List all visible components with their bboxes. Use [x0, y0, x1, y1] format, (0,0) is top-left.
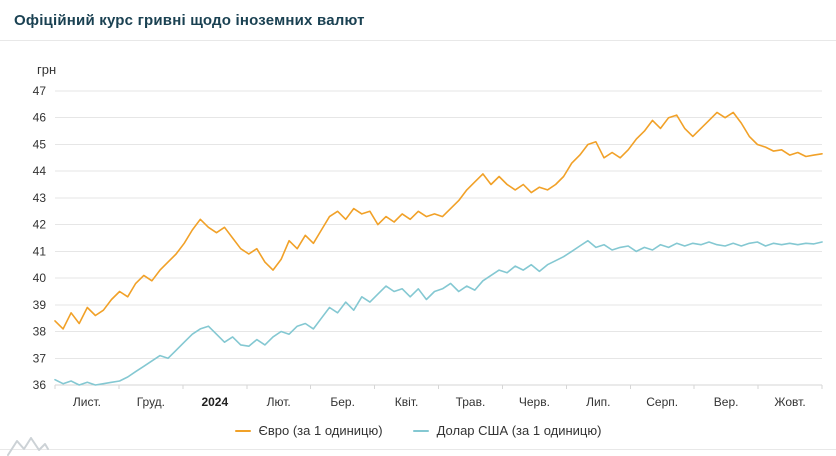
site-logo-icon [7, 437, 49, 456]
divider [0, 449, 836, 450]
x-axis-label: Серп. [646, 395, 678, 409]
x-axis-label: Лют. [267, 395, 291, 409]
y-axis-tick-label: 44 [33, 164, 47, 178]
legend-label-usd: Долар США (за 1 одиницю) [436, 423, 602, 438]
y-axis-tick-label: 42 [33, 218, 47, 232]
x-axis-label: Черв. [519, 395, 550, 409]
x-axis-label: Бер. [330, 395, 355, 409]
euro-series-line [54, 111, 823, 330]
legend-label-euro: Євро (за 1 одиницю) [258, 423, 383, 438]
x-axis-label: Жовт. [774, 395, 805, 409]
x-axis-label: Трав. [456, 395, 486, 409]
usd-line-swatch [412, 429, 429, 432]
y-axis-tick-label: 47 [33, 84, 47, 98]
x-axis-label: Лист. [73, 395, 101, 409]
y-axis-tick-label: 45 [33, 137, 47, 151]
euro-line-swatch [234, 429, 251, 432]
y-axis-unit-label: грн [37, 62, 57, 77]
usd-series-line [54, 239, 823, 386]
y-axis-tick-label: 38 [33, 325, 47, 339]
y-axis-tick-label: 46 [33, 111, 47, 125]
legend-item-usd[interactable]: Долар США (за 1 одиницю) [412, 423, 602, 438]
y-axis-tick-label: 37 [33, 351, 47, 365]
x-axis-label: Лип. [586, 395, 610, 409]
legend-item-euro[interactable]: Євро (за 1 одиницю) [234, 423, 383, 438]
x-axis-label: Вер. [714, 395, 739, 409]
y-axis-tick-label: 39 [33, 298, 47, 312]
x-axis-label: 2024 [201, 395, 228, 409]
chart-header: Офіційний курс гривні щодо іноземних вал… [0, 0, 836, 41]
page-title: Офіційний курс гривні щодо іноземних вал… [14, 11, 365, 29]
chart-legend: Євро (за 1 одиницю) Долар США (за 1 один… [0, 423, 836, 438]
y-axis-tick-label: 40 [33, 271, 47, 285]
y-axis-tick-label: 43 [33, 191, 47, 205]
x-axis-label: Квіт. [395, 395, 419, 409]
x-axis-label: Груд. [137, 395, 165, 409]
y-axis-tick-label: 41 [33, 244, 47, 258]
y-axis-tick-label: 36 [33, 378, 47, 392]
